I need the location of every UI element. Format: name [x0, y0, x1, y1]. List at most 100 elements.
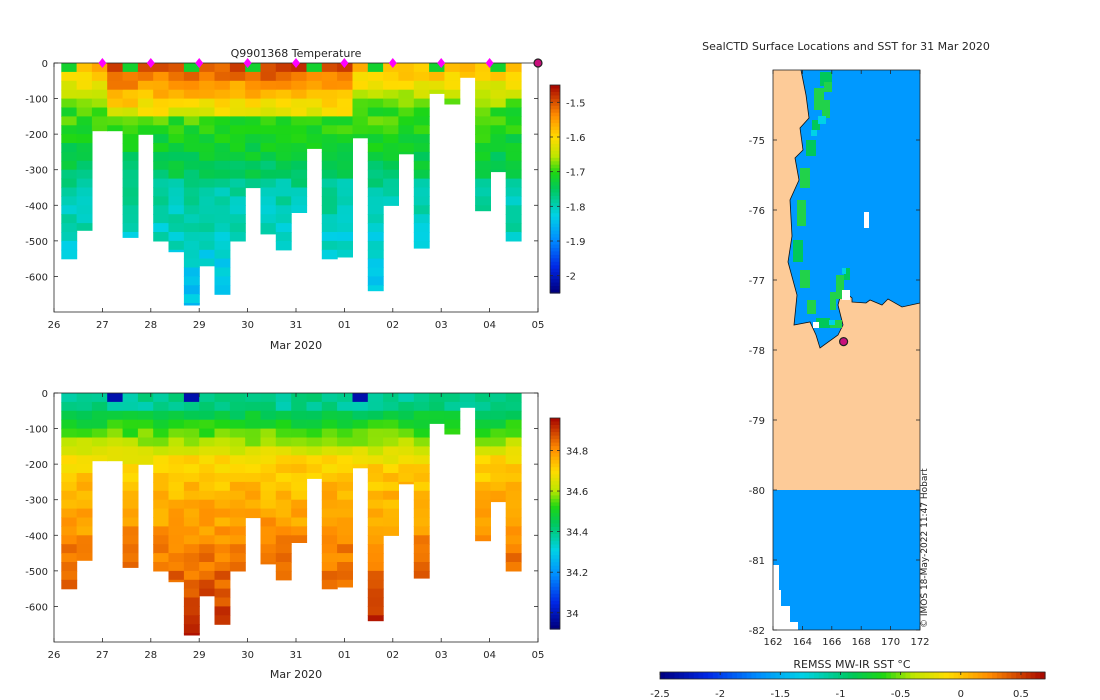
- colorbar-step: [550, 85, 560, 90]
- section-cell: [413, 553, 430, 563]
- section-cell: [490, 464, 507, 474]
- section-cell: [337, 455, 353, 465]
- section-cell: [275, 526, 292, 536]
- section-cell: [475, 151, 491, 162]
- section-cell: [245, 63, 262, 73]
- section-cell: [321, 98, 338, 109]
- coastal-sst-cells: [793, 72, 869, 328]
- surface-marker: [485, 58, 494, 68]
- section-cell: [291, 455, 308, 465]
- y-tick-label: -600: [25, 602, 48, 613]
- section-cell: [137, 107, 154, 117]
- sst-colorbar-step: [943, 672, 950, 679]
- section-cell: [306, 107, 323, 117]
- colorbar-step: [550, 182, 560, 187]
- section-cell: [183, 98, 200, 109]
- section-cell: [291, 71, 308, 82]
- map-x-tick-label: 168: [852, 637, 871, 648]
- section-cell: [275, 151, 292, 162]
- coastal-sst-cell: [842, 268, 846, 274]
- section-cell: [229, 535, 246, 545]
- section-cell: [275, 481, 292, 492]
- section-cell: [413, 526, 430, 536]
- y-tick-label: -300: [25, 496, 48, 507]
- section-cell: [153, 428, 170, 439]
- section-cell: [214, 562, 231, 572]
- sst-gap-cell: [864, 212, 869, 228]
- section-cell: [214, 401, 231, 412]
- section-cell: [398, 446, 415, 456]
- section-cell: [367, 232, 384, 242]
- section-cell: [153, 160, 170, 171]
- section-cell: [122, 205, 139, 215]
- section-cell: [337, 223, 353, 233]
- section-cell: [91, 446, 108, 456]
- section-cell: [245, 98, 262, 109]
- section-cell: [306, 419, 323, 430]
- section-cell: [367, 499, 384, 510]
- section-cell: [61, 544, 78, 554]
- section-cell: [153, 187, 170, 197]
- section-cell: [76, 125, 93, 135]
- section-cell: [122, 428, 139, 439]
- salinity-section-cells: [61, 393, 522, 636]
- section-cell: [321, 446, 338, 456]
- section-cell: [352, 116, 369, 126]
- colorbar-step: [550, 604, 560, 609]
- section-cell: [275, 125, 292, 135]
- colorbar-step: [550, 123, 560, 128]
- section-cell: [337, 160, 353, 171]
- colorbar-step: [550, 116, 560, 121]
- section-cell: [137, 71, 154, 82]
- section-cell: [229, 508, 246, 519]
- section-cell: [275, 196, 292, 206]
- section-cell: [383, 517, 399, 527]
- section-cell: [61, 410, 78, 421]
- section-cell: [137, 419, 154, 430]
- surface-marker: [388, 58, 397, 68]
- section-cell: [275, 223, 292, 233]
- section-cell: [367, 606, 384, 616]
- section-cell: [199, 258, 216, 267]
- section-cell: [229, 526, 246, 536]
- section-cell: [199, 526, 216, 536]
- colorbar-step: [550, 611, 560, 616]
- section-cell: [505, 499, 522, 510]
- section-cell: [153, 80, 170, 91]
- colorbar-step: [550, 161, 560, 166]
- section-cell: [61, 80, 78, 91]
- section-cell: [183, 606, 200, 616]
- section-cell: [291, 401, 308, 412]
- section-cell: [168, 232, 185, 242]
- section-cell: [291, 63, 308, 73]
- section-cell: [413, 464, 430, 474]
- section-cell: [214, 508, 231, 519]
- section-cell: [153, 499, 170, 510]
- section-cell: [260, 446, 277, 456]
- section-cell: [107, 419, 124, 430]
- sst-colorbar-step: [712, 672, 719, 679]
- section-cell: [337, 125, 353, 135]
- sst-colorbar-step: [992, 672, 998, 679]
- section-cell: [76, 169, 93, 180]
- section-cell: [490, 151, 507, 162]
- section-cell: [183, 410, 200, 421]
- section-cell: [122, 419, 139, 430]
- sst-colorbar-step: [996, 672, 1003, 679]
- section-cell: [260, 508, 277, 519]
- sst-colorbar-step: [852, 672, 858, 679]
- section-cell: [183, 419, 200, 430]
- section-cell: [199, 437, 216, 447]
- colorbar-step: [550, 593, 560, 598]
- section-cell: [183, 517, 200, 527]
- section-cell: [214, 437, 231, 447]
- section-cell: [199, 508, 216, 519]
- section-cell: [168, 428, 185, 439]
- section-cell: [137, 116, 154, 126]
- section-cell: [291, 125, 308, 135]
- section-cell: [321, 116, 338, 126]
- section-cell: [367, 535, 384, 545]
- section-cell: [475, 535, 491, 542]
- x-tick-label: 30: [241, 650, 254, 661]
- section-cell: [122, 562, 139, 568]
